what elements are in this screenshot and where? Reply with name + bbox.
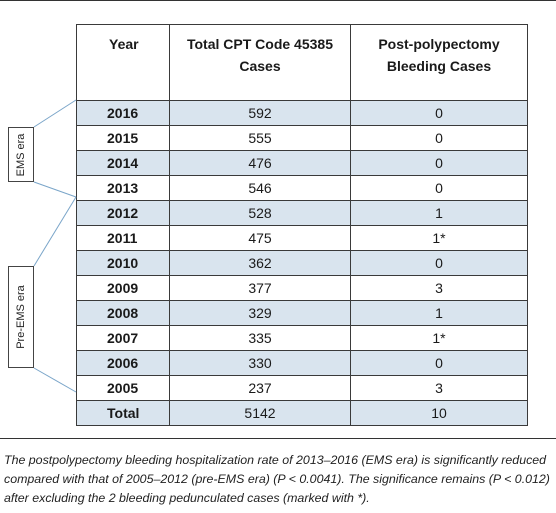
table-caption: The postpolypectomy bleeding hospitaliza… — [4, 453, 550, 505]
bleeding-cases-cell: 0 — [350, 150, 528, 176]
bleeding-cases-cell: 0 — [350, 125, 528, 151]
year-cell: 2015 — [76, 125, 170, 151]
ems-era-bracket-bottom — [33, 181, 77, 198]
table-header-row: Year Total CPT Code 45385 Cases Post-pol… — [76, 24, 528, 101]
ems-era-label: EMS era — [15, 133, 27, 176]
table-row: 2015 555 0 — [76, 125, 528, 151]
year-cell: 2016 — [76, 100, 170, 126]
total-cases-header-line1: Total CPT Code 45385 — [186, 36, 333, 52]
year-cell: 2012 — [76, 200, 170, 226]
total-cases-cell: 329 — [169, 300, 351, 326]
bleeding-cases-sum-cell: 10 — [350, 400, 528, 426]
cases-table: Year Total CPT Code 45385 Cases Post-pol… — [76, 24, 528, 426]
total-cases-cell: 335 — [169, 325, 351, 351]
bleeding-header-line1: Post-polypectomy — [378, 36, 500, 52]
table-row: 2007 335 1* — [76, 325, 528, 351]
bleeding-cases-cell: 3 — [350, 375, 528, 401]
year-cell: 2007 — [76, 325, 170, 351]
total-cases-cell: 475 — [169, 225, 351, 251]
table-row: 2014 476 0 — [76, 150, 528, 176]
year-cell: 2006 — [76, 350, 170, 376]
table-row: 2011 475 1* — [76, 225, 528, 251]
total-cases-cell: 377 — [169, 275, 351, 301]
bleeding-cases-cell: 0 — [350, 100, 528, 126]
year-cell: 2011 — [76, 225, 170, 251]
year-cell: 2014 — [76, 150, 170, 176]
bleeding-cases-cell: 1 — [350, 300, 528, 326]
total-cases-cell: 555 — [169, 125, 351, 151]
table-row: 2010 362 0 — [76, 250, 528, 276]
table-row: 2008 329 1 — [76, 300, 528, 326]
year-cell: 2008 — [76, 300, 170, 326]
year-cell: 2009 — [76, 275, 170, 301]
table-row: 2009 377 3 — [76, 275, 528, 301]
total-label-cell: Total — [76, 400, 170, 426]
table-total-row: Total 5142 10 — [76, 400, 528, 426]
bleeding-header-line2: Bleeding Cases — [386, 58, 492, 74]
table-row: 2006 330 0 — [76, 350, 528, 376]
bleeding-cases-cell: 0 — [350, 350, 528, 376]
bleeding-cases-cell: 1* — [350, 225, 528, 251]
total-cases-header-line2: Cases — [239, 58, 281, 74]
year-cell: 2005 — [76, 375, 170, 401]
total-cases-cell: 330 — [169, 350, 351, 376]
total-cases-sum-cell: 5142 — [169, 400, 351, 426]
year-cell: 2010 — [76, 250, 170, 276]
total-cases-cell: 592 — [169, 100, 351, 126]
ems-era-bracket — [33, 99, 77, 128]
bleeding-cases-cell: 0 — [350, 175, 528, 201]
caption-divider — [0, 438, 556, 439]
total-cases-column-header: Total CPT Code 45385 Cases — [169, 24, 351, 101]
pre-ems-era-bracket-bottom — [33, 367, 77, 393]
table-row: 2016 592 0 — [76, 100, 528, 126]
year-cell: 2013 — [76, 175, 170, 201]
total-cases-cell: 362 — [169, 250, 351, 276]
ems-era-box: EMS era — [8, 127, 34, 182]
table-row: 2013 546 0 — [76, 175, 528, 201]
total-cases-cell: 476 — [169, 150, 351, 176]
bleeding-cases-cell: 3 — [350, 275, 528, 301]
pre-ems-era-box: Pre-EMS era — [8, 266, 34, 368]
total-cases-cell: 546 — [169, 175, 351, 201]
year-column-header: Year — [76, 24, 170, 101]
top-rule — [0, 0, 556, 1]
total-cases-cell: 237 — [169, 375, 351, 401]
pre-ems-era-label: Pre-EMS era — [15, 285, 27, 349]
table-row: 2005 237 3 — [76, 375, 528, 401]
bleeding-cases-cell: 1* — [350, 325, 528, 351]
bleeding-cases-cell: 0 — [350, 250, 528, 276]
bleeding-cases-cell: 1 — [350, 200, 528, 226]
pre-ems-era-bracket — [33, 196, 77, 267]
total-cases-cell: 528 — [169, 200, 351, 226]
table-row: 2012 528 1 — [76, 200, 528, 226]
bleeding-cases-column-header: Post-polypectomy Bleeding Cases — [350, 24, 528, 101]
